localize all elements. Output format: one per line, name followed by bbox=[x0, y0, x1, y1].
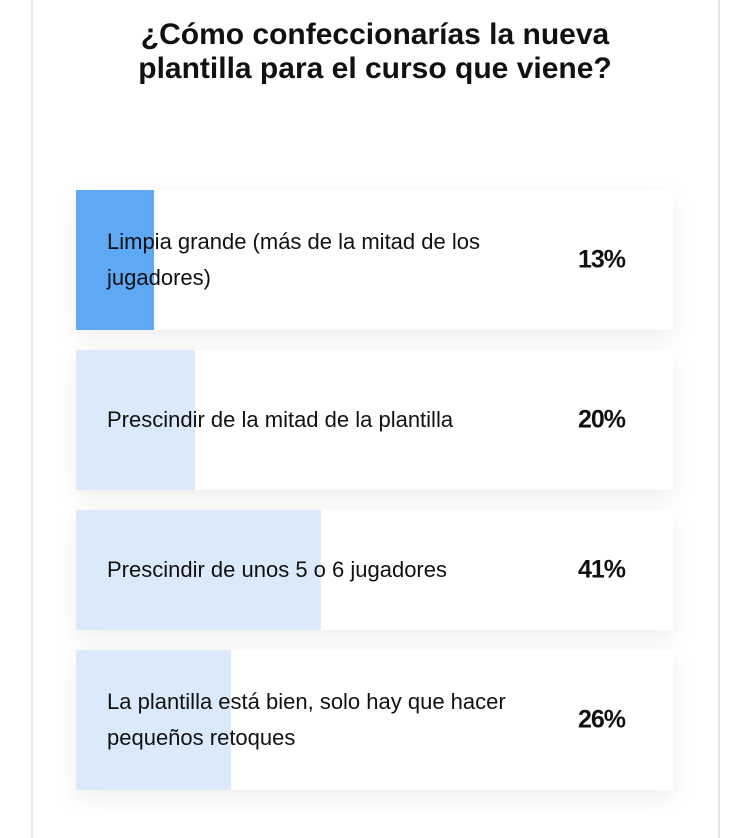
poll-container bbox=[31, 0, 720, 838]
poll-question: ¿Cómo confeccionarías la nueva plantilla… bbox=[138, 18, 612, 85]
poll-option[interactable]: Prescindir de unos 5 o 6 jugadores 41% bbox=[76, 510, 673, 630]
result-bar bbox=[76, 650, 232, 790]
option-percent: 41% bbox=[578, 555, 626, 584]
option-label: Limpia grande (más de la mitad de los ju… bbox=[107, 229, 480, 290]
poll-option[interactable]: Prescindir de la mitad de la plantilla 2… bbox=[76, 350, 673, 490]
option-label: Prescindir de la mitad de la plantilla bbox=[107, 407, 454, 432]
poll-option[interactable]: La plantilla está bien, solo hay que hac… bbox=[76, 650, 673, 790]
option-label: Prescindir de unos 5 o 6 jugadores bbox=[107, 557, 447, 582]
option-label: La plantilla está bien, solo hay que hac… bbox=[107, 689, 506, 750]
result-bar bbox=[76, 350, 196, 490]
result-bar bbox=[76, 190, 154, 330]
option-percent: 20% bbox=[578, 405, 626, 434]
result-bar bbox=[76, 510, 321, 630]
option-percent: 13% bbox=[578, 245, 626, 274]
poll-option[interactable]: Limpia grande (más de la mitad de los ju… bbox=[76, 190, 673, 330]
option-percent: 26% bbox=[578, 705, 626, 734]
